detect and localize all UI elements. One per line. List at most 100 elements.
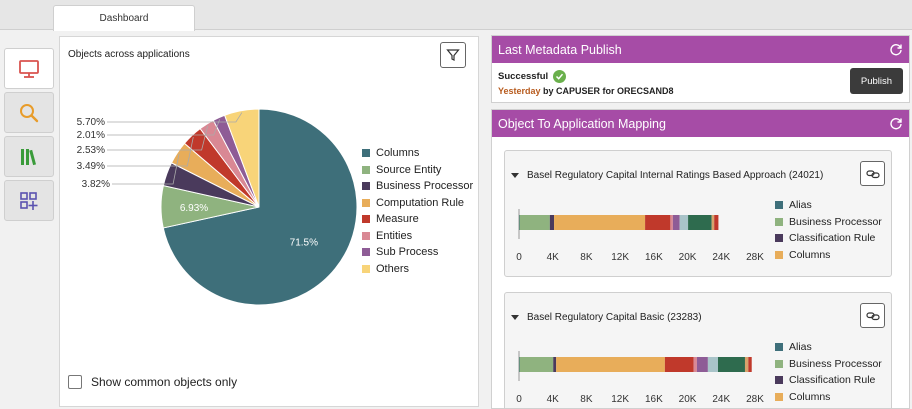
bar-segment[interactable] [554, 215, 646, 230]
legend-item[interactable]: Business Processor [775, 356, 882, 373]
tab-dashboard[interactable]: Dashboard [53, 5, 195, 31]
bar-segment[interactable] [519, 215, 550, 230]
pie-leader-line [107, 119, 221, 136]
bar-tick-label: 4K [547, 394, 560, 405]
publish-button[interactable]: Publish [850, 68, 903, 94]
legend-swatch [775, 392, 783, 401]
legend-item[interactable]: Columns [775, 389, 882, 406]
bar-segment[interactable] [717, 357, 745, 372]
bar-segment[interactable] [519, 357, 520, 372]
legend-item[interactable]: Others [362, 261, 473, 278]
bar-segment[interactable] [679, 215, 689, 230]
bar-segment[interactable] [672, 215, 680, 230]
nav-library-button[interactable] [4, 136, 54, 177]
link-button[interactable] [860, 303, 885, 328]
legend-label: Classification Rule [789, 232, 876, 245]
publish-card: Last Metadata Publish Successful Yesterd… [491, 35, 910, 103]
bar-segment[interactable] [645, 215, 671, 230]
bar-segment[interactable] [707, 357, 718, 372]
pie-slice[interactable] [162, 108, 358, 306]
monitor-icon [19, 59, 39, 78]
app-bar-chart: 0 4K 8K 12K 16K 20K 24K 28K [516, 209, 764, 263]
legend-label: Business Processor [789, 215, 882, 228]
nav-dashboard-button[interactable] [4, 48, 54, 89]
legend-label: Others [376, 262, 410, 275]
common-objects-checkbox[interactable] [68, 375, 82, 389]
legend-item[interactable]: Business Processor [775, 214, 882, 231]
bar-tick-label: 12K [611, 394, 629, 405]
legend-label: Columns [376, 147, 420, 160]
bar-segment[interactable] [748, 357, 752, 372]
bar-tick-label: 24K [712, 252, 730, 263]
legend-item[interactable]: Measure [362, 211, 473, 228]
bar-segment[interactable] [744, 357, 749, 372]
legend-item[interactable]: Computation Rule [362, 195, 473, 212]
link-button[interactable] [860, 161, 885, 186]
legend-swatch [362, 198, 370, 207]
bar-segment[interactable] [711, 215, 715, 230]
bar-segment[interactable] [693, 357, 697, 372]
legend-item[interactable]: Columns [775, 247, 882, 264]
legend-swatch [775, 376, 783, 385]
legend-label: Business Processor [376, 180, 474, 193]
common-objects-toggle[interactable]: Show common objects only [68, 375, 237, 389]
pie-slice-label: 2.01% [77, 130, 105, 141]
side-nav [4, 48, 54, 224]
filter-icon [446, 49, 460, 61]
pie-chart: 71.5% 6.93% 3.82% 3.49% 2.53% 2.01% 5.70% [77, 108, 358, 306]
panel-title: Objects across applications [68, 49, 190, 60]
bar-segment[interactable] [696, 357, 708, 372]
legend-item[interactable]: Alias [775, 339, 882, 356]
legend-swatch [362, 165, 370, 174]
legend-swatch [362, 264, 370, 273]
legend-swatch [775, 234, 783, 243]
filter-button[interactable] [440, 42, 466, 68]
legend-item[interactable]: Business Processor [362, 178, 473, 195]
nav-apps-button[interactable] [4, 180, 54, 221]
legend-item[interactable]: Classification Rule [775, 372, 882, 389]
bar-tick-label: 0 [516, 252, 522, 263]
legend-item[interactable]: Classification Rule [775, 230, 882, 247]
nav-search-button[interactable] [4, 92, 54, 133]
legend-swatch [775, 201, 783, 210]
legend-label: Alias [789, 199, 812, 212]
legend-item[interactable]: Source Entity [362, 162, 473, 179]
legend-swatch [775, 250, 783, 259]
bar-tick-label: 24K [712, 394, 730, 405]
bar-segment[interactable] [556, 357, 665, 372]
legend-item[interactable]: Entities [362, 228, 473, 245]
grid-add-icon [20, 191, 38, 210]
bar-tick-label: 8K [580, 252, 593, 263]
refresh-icon[interactable] [889, 116, 903, 130]
legend-item[interactable]: Alias [775, 197, 882, 214]
pie-leader-line [107, 136, 194, 167]
legend-item[interactable]: Sub Process [362, 244, 473, 261]
bar-segment[interactable] [549, 215, 555, 230]
bar-segment[interactable] [670, 215, 673, 230]
legend-item[interactable]: Columns [362, 145, 473, 162]
caret-down-icon[interactable] [511, 315, 519, 320]
bar-segment[interactable] [519, 215, 520, 230]
bar-tick-label: 28K [746, 252, 764, 263]
bar-segment[interactable] [664, 357, 694, 372]
legend-label: Columns [789, 248, 831, 261]
books-icon [21, 148, 37, 165]
legend-swatch [362, 215, 370, 224]
objects-panel: Objects across applications 71.5% 6.93% 3.… [59, 36, 479, 407]
bar-segment[interactable] [519, 357, 554, 372]
app-title[interactable]: Basel Regulatory Capital Basic (23283) [511, 312, 702, 323]
legend-label: Classification Rule [789, 374, 876, 387]
app-title-text: Basel Regulatory Capital Internal Rating… [527, 170, 824, 181]
publish-card-header: Last Metadata Publish [492, 36, 909, 63]
pie-slice-label: 5.70% [77, 117, 105, 128]
refresh-icon[interactable] [889, 42, 903, 56]
bar-segment[interactable] [553, 357, 557, 372]
search-icon [20, 103, 39, 122]
bar-segment[interactable] [714, 215, 719, 230]
bar-segment[interactable] [688, 215, 712, 230]
bar-tick-label: 8K [580, 394, 593, 405]
caret-down-icon[interactable] [511, 173, 519, 178]
pie-slice[interactable] [223, 108, 260, 208]
app-title[interactable]: Basel Regulatory Capital Internal Rating… [511, 170, 823, 181]
pie-leader-line [107, 112, 243, 123]
